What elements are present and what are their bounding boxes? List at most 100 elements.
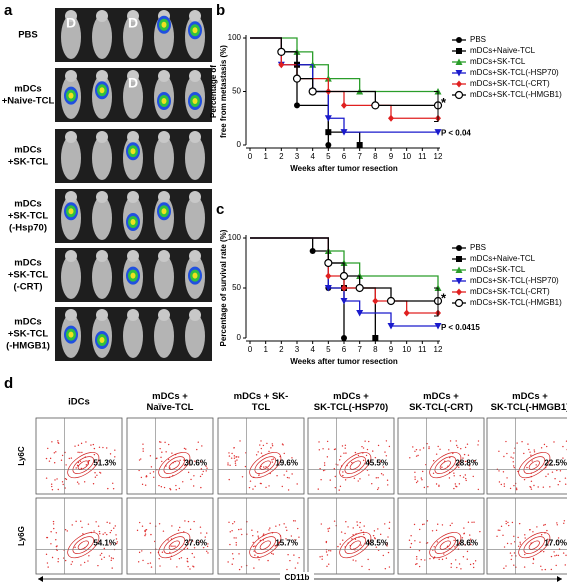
- signal: [161, 21, 167, 28]
- marker: [355, 283, 364, 293]
- contour: [523, 536, 546, 554]
- contour: [439, 460, 451, 470]
- marker: [371, 101, 380, 110]
- event-dot: [550, 568, 553, 571]
- event-dot: [323, 462, 326, 464]
- event-dot: [328, 549, 330, 552]
- event-dot: [362, 447, 365, 449]
- event-dot: [102, 533, 104, 535]
- event-dot: [158, 441, 161, 443]
- event-dot: [421, 479, 423, 481]
- event-dot: [141, 550, 143, 552]
- row-label: +SK-TCL: [8, 329, 49, 340]
- event-dot: [318, 449, 321, 451]
- gate-percent: 17.0%: [544, 539, 567, 548]
- event-dot: [293, 554, 295, 556]
- mouse-head: [127, 309, 139, 321]
- event-dot: [319, 467, 321, 470]
- event-dot: [61, 454, 64, 457]
- event-dot: [326, 554, 329, 556]
- contour: [163, 536, 186, 554]
- event-dot: [159, 447, 161, 450]
- event-dot: [320, 523, 323, 525]
- event-dot: [511, 555, 513, 557]
- event-dot: [530, 488, 533, 490]
- marker: [309, 248, 316, 254]
- marker: [356, 142, 363, 148]
- event-dot: [288, 477, 290, 479]
- event-dot: [75, 467, 77, 469]
- event-dot: [326, 440, 329, 443]
- signal: [99, 87, 105, 94]
- event-dot: [529, 451, 531, 453]
- event-dot: [112, 482, 114, 485]
- event-dot: [385, 455, 388, 457]
- event-dot: [109, 531, 112, 534]
- event-dot: [45, 457, 48, 460]
- event-dot: [144, 530, 146, 533]
- event-dot: [160, 456, 162, 459]
- marker: [434, 129, 442, 136]
- event-dot: [298, 556, 300, 559]
- mouse: [123, 15, 143, 59]
- event-dot: [294, 539, 296, 541]
- event-dot: [384, 451, 386, 453]
- x-tick-label: 11: [418, 345, 427, 354]
- event-dot: [145, 475, 148, 477]
- event-dot: [149, 552, 152, 554]
- event-dot: [562, 445, 564, 448]
- event-dot: [510, 543, 512, 545]
- event-dot: [138, 551, 141, 554]
- event-dot: [435, 529, 438, 532]
- event-dot: [460, 568, 462, 570]
- event-dot: [441, 466, 443, 468]
- event-dot: [467, 521, 470, 523]
- event-dot: [240, 528, 242, 530]
- gate-percent: 22.5%: [544, 459, 567, 468]
- event-dot: [114, 525, 116, 527]
- event-dot: [334, 486, 337, 489]
- event-dot: [206, 545, 209, 548]
- event-dot: [228, 455, 231, 457]
- event-dot: [296, 483, 298, 485]
- contour: [259, 540, 271, 550]
- event-dot: [469, 538, 472, 540]
- event-dot: [92, 443, 95, 446]
- event-dot: [555, 564, 557, 567]
- event-dot: [87, 523, 90, 525]
- event-dot: [329, 479, 331, 481]
- event-dot: [512, 457, 514, 459]
- event-dot: [262, 444, 265, 447]
- event-dot: [138, 459, 141, 461]
- event-dot: [379, 533, 382, 536]
- signal: [161, 208, 167, 215]
- row-label: +SK-TCL: [8, 211, 49, 222]
- event-dot: [443, 553, 445, 555]
- event-dot: [80, 564, 82, 566]
- event-dot: [163, 486, 166, 489]
- event-dot: [377, 444, 380, 447]
- event-dot: [110, 559, 112, 562]
- contour: [67, 532, 100, 559]
- event-dot: [553, 551, 555, 553]
- event-dot: [410, 542, 413, 545]
- event-dot: [199, 475, 202, 478]
- event-dot: [464, 446, 467, 449]
- contour: [67, 452, 100, 479]
- event-dot: [524, 553, 526, 556]
- legend-label: mDCs+Naive-TCL: [470, 46, 536, 55]
- event-dot: [233, 457, 236, 459]
- event-dot: [201, 473, 203, 475]
- event-dot: [162, 530, 165, 532]
- event-dot: [463, 453, 466, 456]
- event-dot: [419, 528, 421, 531]
- event-dot: [179, 526, 181, 529]
- mouse-head: [158, 250, 170, 262]
- event-dot: [194, 460, 196, 462]
- event-dot: [472, 563, 475, 565]
- y-tick-label: 0: [237, 140, 242, 149]
- event-dot: [559, 480, 561, 483]
- event-dot: [141, 483, 144, 486]
- plot-frame: [35, 417, 123, 495]
- event-dot: [47, 566, 49, 568]
